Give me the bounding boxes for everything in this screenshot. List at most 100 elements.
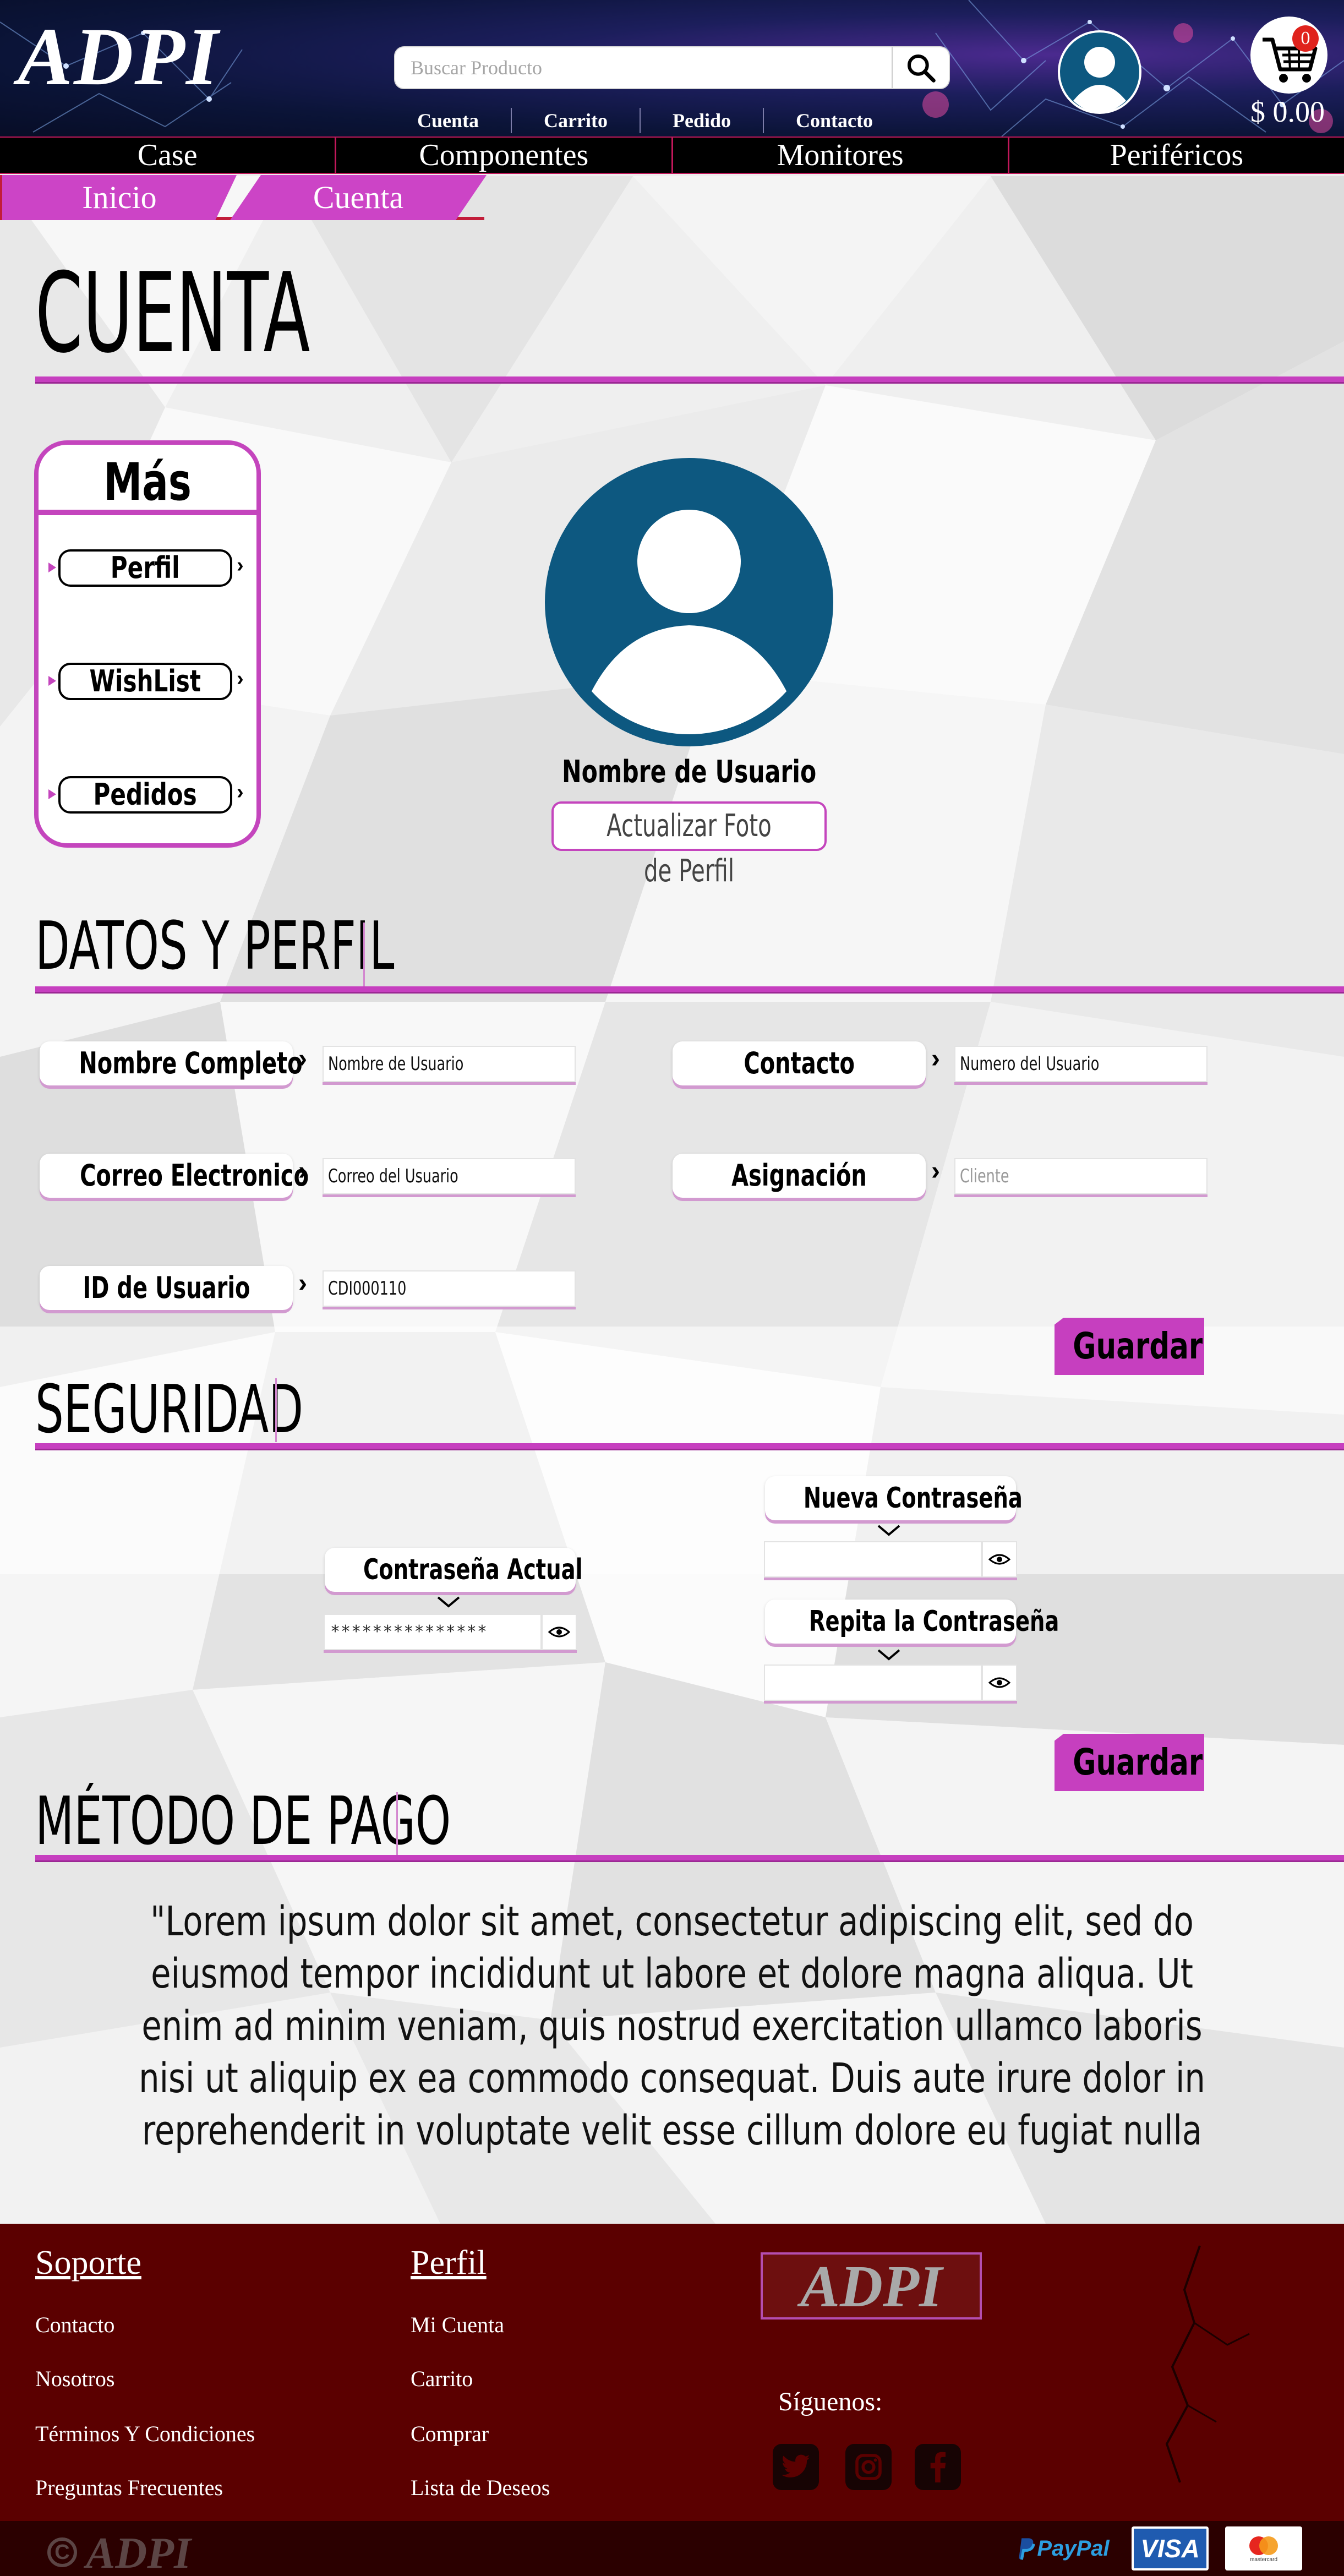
- sidebar-item-label: Pedidos: [93, 777, 198, 812]
- datos-title-marker: [363, 923, 365, 986]
- payment-description: "Lorem ipsum dolor sit amet, consectetur…: [0, 1896, 1344, 2163]
- search-input[interactable]: [395, 47, 892, 88]
- top-links: Cuenta Carrito Pedido Contacto: [385, 108, 905, 133]
- user-avatar-button[interactable]: [1058, 30, 1141, 114]
- eye-icon: [548, 1627, 570, 1638]
- show-password-button[interactable]: [542, 1614, 577, 1650]
- network-background: [0, 0, 1344, 137]
- follow-label: Síguenos:: [778, 2387, 883, 2416]
- sidebar-item-perfil[interactable]: Perfil: [58, 549, 232, 587]
- footer-link-lista-deseos[interactable]: Lista de Deseos: [411, 2475, 550, 2500]
- label-id-usuario: ID de Usuario: [40, 1266, 293, 1310]
- chevron-right-icon: ›: [237, 554, 244, 577]
- search-button[interactable]: [892, 47, 949, 88]
- nav-item-monitores[interactable]: Monitores: [673, 138, 1009, 173]
- footer-logo[interactable]: ADPI: [761, 2252, 982, 2320]
- seguridad-title-rule: [35, 1443, 1344, 1450]
- main-nav: Case Componentes Monitores Periféricos: [0, 137, 1344, 174]
- top-link-carrito[interactable]: Carrito: [512, 108, 641, 133]
- site-logo[interactable]: ADPI: [18, 11, 220, 102]
- contacto-input[interactable]: Numero del Usuario: [954, 1046, 1208, 1082]
- current-password-input[interactable]: ***************: [324, 1614, 542, 1650]
- footer-link-contacto[interactable]: Contacto: [35, 2312, 115, 2337]
- update-photo-button[interactable]: Actualizar Foto de Perfil: [551, 801, 827, 889]
- label-correo-electronico: Correo Electronico: [40, 1154, 309, 1198]
- save-profile-button[interactable]: Guardar: [1055, 1318, 1204, 1375]
- footer-heading-perfil: Perfil: [411, 2244, 487, 2282]
- update-photo-label: Actualizar Foto de Perfil: [607, 808, 772, 889]
- pago-title-rule: [35, 1855, 1344, 1862]
- breadcrumb-cuenta[interactable]: Cuenta: [230, 175, 487, 220]
- more-panel-rule: [39, 510, 256, 515]
- twitter-icon[interactable]: [773, 2444, 819, 2490]
- label-asignacion: Asignación: [673, 1154, 926, 1198]
- new-password-input[interactable]: [764, 1541, 982, 1578]
- asignacion-input[interactable]: Cliente: [954, 1158, 1208, 1194]
- bullet-icon: [48, 563, 56, 572]
- footer-link-comprar[interactable]: Comprar: [411, 2421, 489, 2446]
- profile-avatar-icon: [545, 458, 833, 746]
- mastercard-badge: mastercard: [1225, 2526, 1302, 2570]
- sidebar-item-label: Perfil: [111, 550, 180, 585]
- datos-title-rule: [35, 986, 1344, 994]
- instagram-icon[interactable]: [845, 2444, 892, 2490]
- top-link-contacto[interactable]: Contacto: [795, 110, 873, 132]
- chevron-right-icon: ›: [298, 1269, 307, 1298]
- footer-link-preguntas[interactable]: Preguntas Frecuentes: [35, 2475, 223, 2500]
- bullet-icon: [48, 676, 56, 686]
- footer-link-mi-cuenta[interactable]: Mi Cuenta: [411, 2312, 504, 2337]
- correo-electronico-input[interactable]: Correo del Usuario: [323, 1158, 576, 1194]
- breadcrumb-inicio[interactable]: Inicio: [0, 175, 237, 220]
- sidebar-item-label: WishList: [89, 664, 201, 698]
- nav-item-perifericos[interactable]: Periféricos: [1110, 138, 1244, 172]
- label-nombre-completo: Nombre Completo: [40, 1041, 303, 1085]
- footer-heading-soporte: Soporte: [35, 2244, 141, 2282]
- label-repita-contrasena: Repita la Contraseña: [765, 1600, 1059, 1644]
- mastercard-label: mastercard: [1249, 2556, 1277, 2563]
- site-header: ADPI Cuenta Carrito Pedido Contacto: [0, 0, 1344, 137]
- user-icon: [1060, 32, 1139, 113]
- mastercard-icon: [1249, 2536, 1278, 2555]
- nav-item-componentes[interactable]: Componentes: [336, 138, 673, 173]
- chevron-right-icon: ›: [237, 781, 244, 804]
- site-footer: Soporte Contacto Nosotros Términos Y Con…: [0, 2224, 1344, 2521]
- footer-link-carrito[interactable]: Carrito: [411, 2366, 473, 2391]
- chevron-down-icon: [877, 1649, 900, 1661]
- top-link-cuenta[interactable]: Cuenta: [385, 108, 512, 133]
- bullet-icon: [48, 789, 56, 799]
- datos-section-title: DATOS Y PERFIL: [35, 908, 395, 985]
- visa-label: VISA: [1140, 2534, 1200, 2563]
- label-contacto: Contacto: [673, 1041, 926, 1085]
- nav-item-case[interactable]: Case: [0, 138, 337, 173]
- repeat-password-input[interactable]: [764, 1664, 982, 1701]
- chevron-right-icon: ›: [931, 1156, 940, 1186]
- search-bar: [394, 46, 950, 89]
- sidebar-item-pedidos[interactable]: Pedidos: [58, 776, 232, 814]
- footer-link-nosotros[interactable]: Nosotros: [35, 2366, 115, 2391]
- save-password-button[interactable]: Guardar: [1055, 1734, 1204, 1791]
- id-usuario-input[interactable]: CDI000110: [323, 1270, 576, 1307]
- show-password-button[interactable]: [982, 1664, 1017, 1701]
- copyright-logo: ADPI: [86, 2529, 192, 2576]
- chevron-right-icon: ›: [237, 667, 244, 690]
- chevron-right-icon: ›: [931, 1044, 940, 1073]
- bottom-bar: C ADPI PayPal VISA mastercard: [0, 2521, 1344, 2576]
- footer-link-terminos[interactable]: Términos Y Condiciones: [35, 2421, 255, 2446]
- profile-username-text: Nombre de Usuario: [561, 754, 817, 790]
- profile-username: Nombre de Usuario: [506, 754, 872, 790]
- nombre-completo-input[interactable]: Nombre de Usuario: [323, 1046, 576, 1082]
- show-password-button[interactable]: [982, 1541, 1017, 1578]
- pago-title-marker: [396, 1792, 398, 1856]
- crack-decoration: [1165, 2245, 1250, 2483]
- page-title: CUENTA: [35, 249, 310, 378]
- sidebar-item-wishlist[interactable]: WishList: [58, 663, 232, 700]
- paypal-label: PayPal: [1037, 2536, 1110, 2561]
- top-link-pedido[interactable]: Pedido: [641, 108, 764, 133]
- copyright-icon: C: [47, 2537, 77, 2567]
- page-title-rule: [35, 376, 1344, 384]
- cart-total: $ 0.00: [1250, 95, 1325, 128]
- cart-button[interactable]: [1250, 17, 1327, 94]
- cart-count-badge: 0: [1292, 25, 1319, 52]
- seguridad-section-title: SEGURIDAD: [35, 1372, 304, 1448]
- facebook-icon[interactable]: [915, 2444, 961, 2490]
